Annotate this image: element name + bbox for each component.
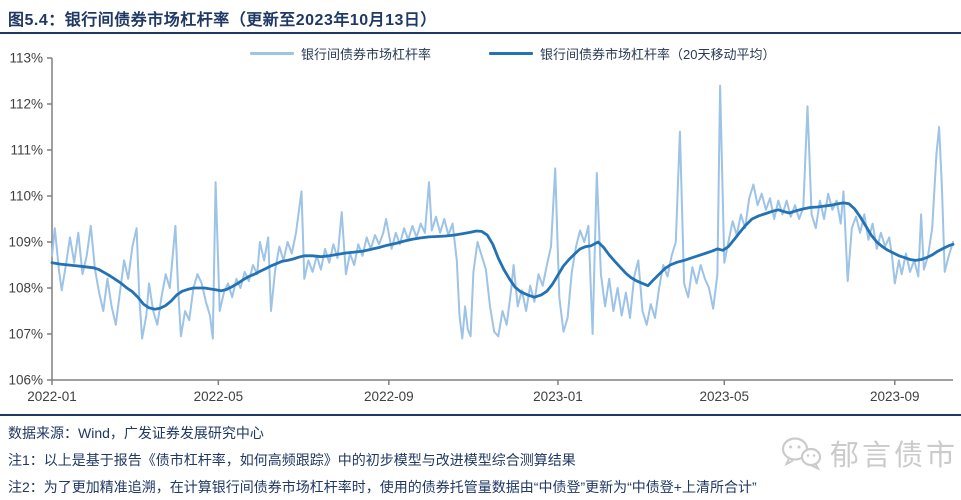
page-title: 图5.4：银行间债券市场杠杆率（更新至2023年10月13日）: [8, 12, 437, 29]
footnote-1: 注1：以上是基于报告《债市杠杆率，如何高频跟踪》中的初步模型与改进模型综合测算结…: [8, 452, 576, 468]
x-axis-label: 2023-09: [870, 389, 920, 404]
wechat-icon: [781, 437, 822, 471]
ma-series-swatch: [489, 52, 534, 55]
x-axis-label: 2022-09: [364, 389, 414, 404]
y-axis-label: 106%: [8, 373, 43, 388]
data-source-note: 数据来源：Wind，广发证券发展研究中心: [8, 425, 264, 441]
raw-series-swatch: [250, 52, 294, 55]
footer-divider: [0, 414, 961, 416]
brand-watermark: 郁言债市: [780, 432, 958, 474]
footnote-2: 注2：为了更加精准追溯，在计算银行间债券市场杠杆率时，使用的债券托管量数据由“中…: [8, 479, 757, 495]
y-axis-label: 110%: [9, 189, 43, 204]
y-axis-label: 111%: [10, 143, 43, 158]
y-axis-label: 113%: [9, 51, 43, 66]
y-axis-label: 112%: [9, 97, 43, 112]
legend-item-ma: 银行间债券市场杠杆率（20天移动平均）: [489, 44, 775, 63]
y-axis-label: 109%: [8, 235, 43, 250]
watermark-label: 郁言债市: [830, 440, 959, 472]
raw-series-line: [51, 84, 954, 340]
x-axis-label: 2022-05: [194, 389, 244, 404]
y-axis-label: 108%: [8, 281, 43, 296]
x-axis-label: 2022-01: [27, 389, 77, 404]
ma-series-line: [50, 201, 955, 311]
raw-series-label: 银行间债券市场杠杆率: [301, 47, 432, 62]
y-axis-label: 107%: [8, 327, 43, 342]
title-divider: [0, 32, 961, 34]
legend-item-raw: 银行间债券市场杠杆率: [250, 44, 431, 63]
x-axis-label: 2023-01: [533, 389, 583, 404]
ma-series-label: 银行间债券市场杠杆率（20天移动平均）: [540, 47, 776, 62]
chart-legend: 银行间债券市场杠杆率 银行间债券市场杠杆率（20天移动平均）: [250, 44, 775, 63]
x-axis-label: 2023-05: [700, 389, 750, 404]
